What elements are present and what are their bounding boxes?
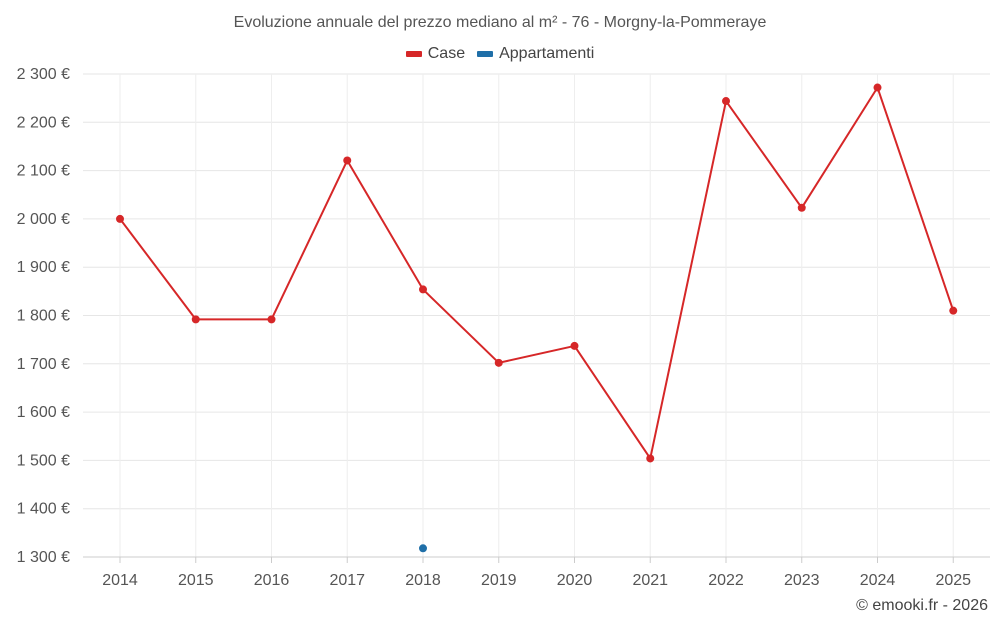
data-point-case — [494, 358, 503, 367]
legend-label-appartamenti: Appartamenti — [499, 45, 595, 62]
data-point-case — [722, 97, 730, 106]
y-tick-label: 1 500 € — [17, 452, 70, 469]
data-point-case — [191, 315, 200, 324]
data-point-case — [267, 315, 276, 324]
series-line-case — [119, 86, 955, 460]
legend: Case Appartamenti — [0, 45, 1000, 63]
y-tick-label: 2 300 € — [17, 66, 70, 83]
y-tick-label: 1 700 € — [17, 356, 70, 373]
legend-item-appartamenti[interactable]: Appartamenti — [477, 45, 594, 63]
x-tick-label: 2021 — [632, 572, 668, 589]
y-tick-label: 1 800 € — [17, 308, 70, 325]
data-point-case — [873, 83, 882, 92]
data-point-case — [343, 156, 352, 165]
chart-title: Evoluzione annuale del prezzo mediano al… — [233, 14, 767, 31]
y-tick-label: 2 100 € — [17, 163, 70, 180]
data-point-case — [797, 203, 806, 212]
data-point-case — [646, 454, 655, 463]
x-tick-label: 2014 — [102, 572, 138, 589]
x-tick-label: 2017 — [329, 572, 365, 589]
data-point-case — [949, 306, 958, 315]
y-tick-label: 2 200 € — [17, 114, 70, 131]
x-tick-label: 2025 — [935, 572, 971, 589]
data-point-case — [419, 285, 427, 294]
legend-swatch-case — [405, 51, 422, 57]
x-tick-label: 2019 — [481, 572, 517, 589]
y-tick-label: 1 300 € — [17, 549, 70, 566]
x-tick-label: 2022 — [708, 572, 744, 589]
x-tick-label: 2020 — [557, 572, 593, 589]
data-point-appartamenti — [419, 544, 427, 553]
legend-swatch-appartamenti — [477, 51, 494, 57]
y-tick-label: 1 900 € — [17, 259, 70, 276]
x-tick-label: 2016 — [254, 572, 290, 589]
x-tick-label: 2015 — [178, 572, 214, 589]
data-point-case — [570, 341, 579, 350]
legend-label-case: Case — [427, 45, 466, 62]
copyright-text: © emooki.fr - 2026 — [856, 597, 988, 614]
y-tick-label: 1 400 € — [17, 501, 70, 518]
y-tick-label: 2 000 € — [17, 211, 70, 228]
x-tick-label: 2023 — [784, 572, 820, 589]
data-point-case — [116, 214, 124, 223]
x-tick-label: 2024 — [860, 572, 896, 589]
legend-item-case[interactable]: Case — [405, 45, 466, 63]
y-tick-label: 1 600 € — [17, 404, 70, 421]
x-tick-label: 2018 — [405, 572, 441, 589]
